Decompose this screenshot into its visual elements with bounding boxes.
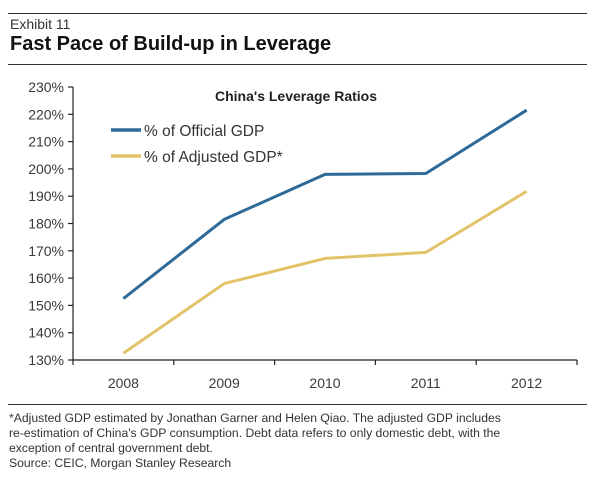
y-tick-label: 130% (28, 352, 64, 368)
legend-label-adjusted: % of Adjusted GDP* (144, 149, 283, 166)
x-tick-label: 2012 (511, 375, 542, 391)
y-tick-label: 220% (28, 106, 64, 122)
footnote-line: re-estimation of China's GDP consumption… (9, 426, 501, 440)
series-line-official-gdp (122, 108, 528, 300)
y-tick-label: 180% (28, 216, 64, 232)
x-tick-label: 2009 (209, 375, 240, 391)
legend: % of Official GDP % of Adjusted GDP* (111, 123, 283, 166)
series-lines (122, 108, 528, 355)
title-rule (8, 64, 587, 65)
y-tick-label: 170% (28, 243, 64, 259)
legend-label-official: % of Official GDP (144, 123, 264, 140)
chart-title: China's Leverage Ratios (215, 88, 377, 104)
y-tick-label: 210% (28, 134, 64, 150)
y-tick-label: 150% (28, 297, 64, 313)
y-axis: 130% 140% 150% 160% 170% 180% 190% 200% 210% 220%… (28, 79, 74, 368)
footnote: *Adjusted GDP estimated by Jonathan Garn… (9, 411, 594, 471)
y-tick-label: 200% (28, 161, 64, 177)
footnote-line: *Adjusted GDP estimated by Jonathan Garn… (9, 411, 501, 425)
y-tick-label: 230% (28, 79, 64, 95)
y-tick-label: 160% (28, 270, 64, 286)
x-tick-label: 2008 (108, 375, 139, 391)
top-rule (8, 13, 587, 14)
y-tick-label: 140% (28, 325, 64, 341)
y-tick-label: 190% (28, 188, 64, 204)
exhibit-label: Exhibit 11 (10, 16, 71, 32)
x-tick-label: 2011 (411, 375, 441, 391)
x-axis: 2008 2009 2010 2011 2012 (72, 359, 578, 391)
source-line: Source: CEIC, Morgan Stanley Research (9, 456, 232, 470)
footnote-line: exception of central government debt. (9, 441, 213, 455)
x-tick-label: 2010 (309, 375, 340, 391)
footnote-rule (8, 404, 587, 405)
page-title: Fast Pace of Build-up in Leverage (10, 33, 332, 55)
series-line-adjusted-gdp (122, 190, 528, 355)
